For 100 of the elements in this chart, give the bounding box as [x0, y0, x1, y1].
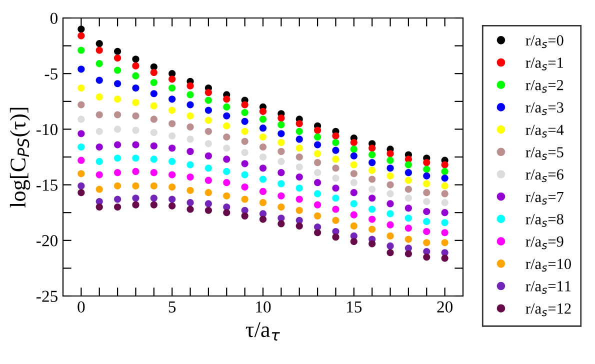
- point: [259, 176, 267, 183]
- point: [223, 209, 230, 216]
- point: [423, 189, 430, 196]
- y-tick-label: -25: [36, 290, 58, 302]
- point: [278, 180, 285, 188]
- point: [96, 128, 103, 135]
- legend-label: r/a$_{s}$=5: [526, 147, 564, 160]
- point: [132, 168, 140, 175]
- point: [114, 126, 122, 133]
- point: [296, 196, 303, 203]
- point: [314, 229, 322, 236]
- point: [404, 186, 412, 193]
- point: [386, 172, 394, 180]
- point: [223, 133, 230, 141]
- point: [423, 166, 430, 173]
- point: [204, 189, 212, 196]
- point: [368, 226, 376, 233]
- point: [314, 179, 322, 186]
- point: [114, 169, 122, 176]
- point: [441, 161, 448, 168]
- point: [168, 120, 176, 128]
- point: [386, 164, 394, 172]
- point: [96, 111, 103, 118]
- point: [150, 142, 158, 150]
- y-tick-label: -20: [36, 235, 58, 246]
- point: [368, 194, 376, 202]
- point: [186, 186, 194, 194]
- point: [423, 228, 430, 236]
- legend-label: r/a$_{s}$=11: [526, 281, 571, 294]
- point: [204, 106, 212, 114]
- point: [132, 56, 140, 63]
- point: [259, 124, 267, 132]
- point: [278, 158, 285, 165]
- point: [441, 239, 448, 246]
- point: [241, 138, 248, 145]
- point: [150, 156, 158, 163]
- point: [441, 254, 448, 262]
- point: [150, 201, 158, 208]
- point: [204, 152, 212, 160]
- point: [168, 158, 176, 165]
- point: [423, 180, 430, 188]
- point: [278, 192, 285, 200]
- x-tick-label: 5: [168, 302, 176, 313]
- legend-label: r/a$_{s}$=2: [526, 80, 564, 93]
- point: [296, 173, 303, 181]
- point: [368, 159, 376, 166]
- legend-label: r/a$_{s}$=9: [526, 236, 564, 250]
- point: [368, 240, 376, 248]
- point: [441, 209, 448, 216]
- point: [78, 156, 85, 164]
- point: [132, 126, 140, 134]
- point: [168, 84, 176, 92]
- point: [223, 156, 230, 163]
- x-tick-label: 20: [437, 301, 453, 313]
- point: [78, 101, 85, 108]
- point: [78, 130, 85, 138]
- legend-label: r/a$_{s}$=8: [526, 214, 564, 227]
- point: [441, 219, 448, 226]
- point: [332, 216, 340, 224]
- point: [186, 123, 194, 131]
- point: [223, 192, 230, 200]
- point: [78, 143, 85, 151]
- point: [332, 194, 340, 202]
- point: [132, 194, 140, 202]
- point: [78, 84, 85, 92]
- point: [204, 176, 212, 184]
- point: [296, 163, 303, 171]
- point: [296, 120, 303, 128]
- point: [423, 239, 430, 246]
- point: [278, 130, 285, 138]
- point: [78, 189, 85, 196]
- point: [386, 150, 394, 158]
- point: [296, 206, 303, 214]
- point: [386, 190, 394, 198]
- point: [96, 158, 103, 165]
- point: [441, 190, 448, 198]
- point: [314, 141, 322, 148]
- point: [168, 196, 176, 203]
- point: [186, 101, 194, 108]
- point: [423, 208, 430, 216]
- point: [168, 132, 176, 140]
- point: [296, 184, 303, 192]
- point: [96, 76, 103, 84]
- point: [386, 232, 394, 240]
- point: [132, 72, 140, 80]
- point: [241, 118, 248, 125]
- point: [132, 98, 140, 106]
- point: [278, 139, 285, 146]
- point: [423, 218, 430, 226]
- point: [223, 96, 230, 103]
- point: [168, 76, 176, 83]
- point: [186, 136, 194, 143]
- legend-label: r/a$_{s}$=0: [526, 35, 564, 48]
- legend-label: r/a$_{s}$=3: [526, 102, 564, 116]
- point: [78, 46, 85, 54]
- point: [114, 96, 122, 103]
- point: [114, 182, 122, 190]
- point: [404, 169, 412, 176]
- point: [404, 194, 412, 202]
- point: [150, 102, 158, 110]
